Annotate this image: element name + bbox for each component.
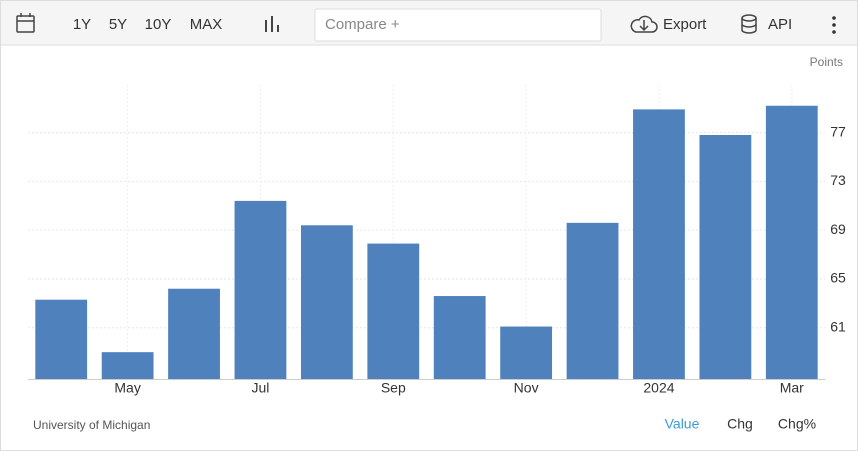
chg-tab[interactable]: Chg: [727, 416, 753, 432]
x-tick-label: Sep: [381, 380, 406, 396]
bar: [633, 109, 685, 379]
bar: [699, 135, 752, 379]
bar: [367, 243, 420, 379]
bar: [433, 296, 486, 379]
api-button[interactable]: API: [768, 16, 792, 33]
y-tick-label: 69: [830, 221, 846, 237]
x-tick-label: May: [114, 380, 140, 396]
y-tick-label: 65: [830, 270, 846, 286]
range-button[interactable]: MAX: [190, 16, 223, 33]
api-icon[interactable]: [741, 14, 757, 34]
y-tick-label: 73: [830, 172, 846, 188]
value-tab[interactable]: Value: [665, 416, 700, 432]
bar: [35, 299, 88, 379]
range-button[interactable]: 10Y: [145, 16, 172, 33]
export-button[interactable]: Export: [663, 16, 707, 33]
chg-pct-tab[interactable]: Chg%: [778, 416, 816, 432]
bar: [500, 326, 553, 379]
chart-type-icon[interactable]: [265, 16, 279, 32]
bar: [168, 288, 220, 379]
x-tick-label: Nov: [514, 380, 539, 396]
x-tick-label: Mar: [780, 380, 804, 396]
calendar-icon[interactable]: [16, 13, 35, 33]
export-icon[interactable]: [630, 15, 658, 33]
bar: [566, 222, 619, 379]
x-tick-label: Jul: [252, 380, 270, 396]
menu-icon[interactable]: [832, 16, 836, 34]
bar: [300, 225, 353, 379]
compare-input[interactable]: [314, 8, 602, 42]
compare-placeholder: Compare +: [325, 16, 400, 33]
bar: [234, 200, 287, 379]
range-button[interactable]: 5Y: [109, 16, 127, 33]
range-button[interactable]: 1Y: [73, 16, 91, 33]
y-tick-label: 77: [830, 123, 846, 139]
bar: [101, 352, 154, 379]
x-tick-label: 2024: [643, 380, 674, 396]
y-tick-label: 61: [830, 318, 846, 334]
bar: [765, 105, 818, 379]
source-label: University of Michigan: [33, 418, 150, 432]
unit-label: Points: [810, 55, 843, 69]
